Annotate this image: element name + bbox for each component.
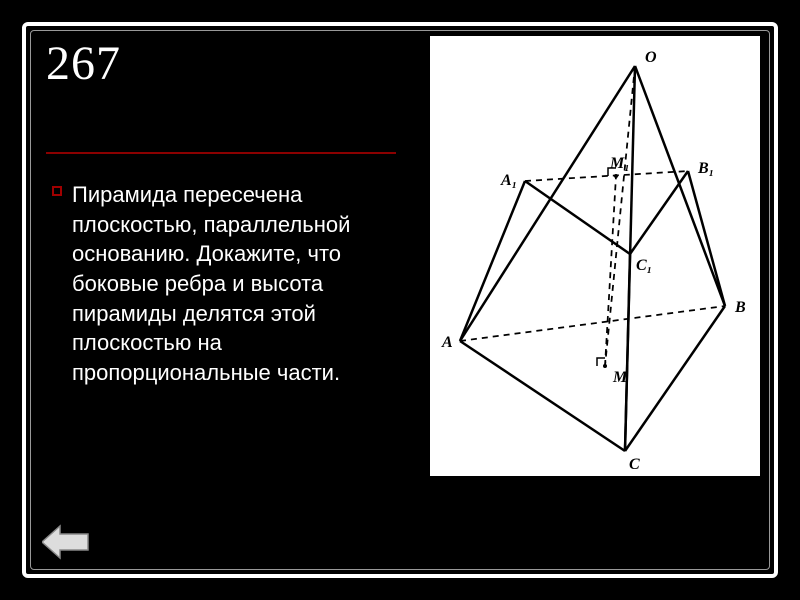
svg-text:O: O [645, 49, 657, 66]
svg-text:B: B [734, 299, 746, 316]
svg-text:A: A [441, 334, 453, 351]
back-button[interactable] [42, 524, 90, 560]
body-text: Пирамида пересечена плоскостью, параллел… [72, 180, 382, 388]
svg-text:B₁: B₁ [697, 160, 714, 177]
svg-text:M: M [612, 369, 628, 386]
slide-number: 267 [46, 36, 121, 91]
bullet-icon [52, 186, 62, 196]
svg-text:C₁: C₁ [636, 257, 652, 274]
svg-text:M₁: M₁ [609, 155, 630, 172]
svg-text:A₁: A₁ [500, 172, 517, 189]
svg-text:C: C [629, 456, 640, 473]
title-underline [46, 152, 396, 154]
pyramid-diagram: O A B C A₁ B₁ C₁ M M₁ [430, 36, 760, 476]
